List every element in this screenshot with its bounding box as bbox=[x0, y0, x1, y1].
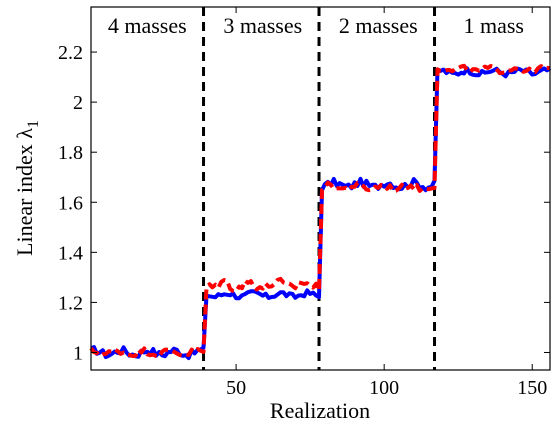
series-group bbox=[89, 63, 552, 361]
series-line-2 bbox=[89, 63, 551, 359]
region-label: 3 masses bbox=[223, 13, 302, 38]
x-tick-label: 100 bbox=[369, 377, 399, 399]
y-tick-label: 2.2 bbox=[58, 42, 83, 64]
region-label: 2 masses bbox=[339, 13, 418, 38]
region-label: 4 masses bbox=[108, 13, 187, 38]
y-tick-label: 1 bbox=[73, 342, 83, 364]
y-axis-label: Linear index λ1 bbox=[12, 120, 42, 256]
x-axis-label: Realization bbox=[270, 398, 370, 423]
y-tick-label: 2 bbox=[73, 92, 83, 114]
y-tick-label: 1.2 bbox=[58, 292, 83, 314]
plot-frame bbox=[90, 6, 551, 371]
region-labels: 4 masses 3 masses 2 masses 1 mass bbox=[108, 13, 524, 38]
region-label: 1 mass bbox=[463, 13, 524, 38]
x-tick-label: 50 bbox=[226, 377, 246, 399]
y-axis-label-text: Linear index bbox=[12, 139, 37, 256]
ticks-group: 50 100 150 1 1.2 1.4 1.6 1.8 2 2.2 bbox=[58, 7, 550, 399]
y-tick-label: 1.8 bbox=[58, 142, 83, 164]
y-tick-label: 1.6 bbox=[58, 192, 83, 214]
y-tick-label: 1.4 bbox=[58, 242, 83, 264]
y-axis-label-subscript: 1 bbox=[25, 120, 42, 128]
x-tick-label: 150 bbox=[517, 377, 547, 399]
y-axis-label-symbol: λ bbox=[12, 128, 37, 139]
